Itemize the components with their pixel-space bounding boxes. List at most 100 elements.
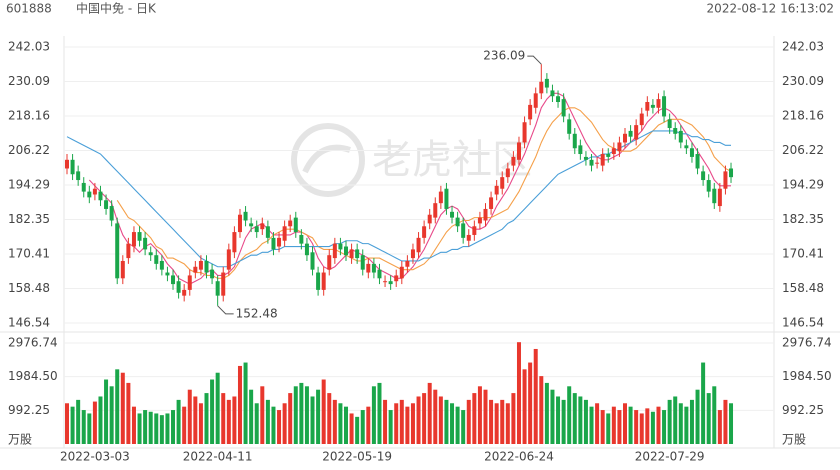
candle-body bbox=[187, 275, 192, 290]
volume-bar bbox=[310, 396, 315, 444]
candle-body bbox=[662, 96, 667, 117]
volume-bar bbox=[120, 372, 125, 444]
stock-code: 601888 bbox=[6, 2, 52, 16]
volume-bar bbox=[249, 389, 254, 444]
y-tick-label-right: 170.41 bbox=[782, 247, 824, 261]
candle-body bbox=[366, 263, 371, 273]
candle-body bbox=[299, 234, 304, 244]
volume-bar bbox=[65, 403, 69, 444]
candle-body bbox=[695, 154, 700, 169]
volume-bar bbox=[723, 399, 728, 444]
candle-body bbox=[271, 237, 276, 250]
volume-bar bbox=[288, 393, 293, 444]
candle-body bbox=[344, 246, 348, 256]
candle-body bbox=[65, 159, 69, 169]
candle-body bbox=[282, 226, 287, 241]
volume-bar bbox=[717, 410, 722, 444]
candle-body bbox=[316, 272, 321, 290]
candle-body bbox=[76, 171, 81, 181]
volume-bar bbox=[539, 376, 544, 444]
volume-bar bbox=[131, 406, 136, 444]
candle-body bbox=[667, 119, 672, 129]
volume-bar bbox=[572, 393, 577, 444]
high-leader bbox=[527, 55, 542, 65]
volume-bar bbox=[450, 403, 455, 444]
y-tick-label-right: 218.16 bbox=[782, 108, 824, 122]
candle-body bbox=[104, 200, 109, 209]
candle-body bbox=[70, 159, 75, 175]
candle-body bbox=[511, 156, 516, 166]
candle-body bbox=[650, 104, 655, 108]
y-tick-label-left: 182.35 bbox=[8, 212, 50, 226]
volume-bar bbox=[193, 396, 198, 444]
watermark: 老虎社区 bbox=[291, 123, 532, 197]
volume-bar bbox=[550, 389, 555, 444]
volume-bar bbox=[204, 393, 209, 444]
candle-body bbox=[87, 191, 92, 198]
volume-bar bbox=[371, 386, 376, 444]
volume-bar bbox=[667, 399, 672, 444]
y-tick-label-left: 146.54 bbox=[8, 316, 50, 330]
volume-bar bbox=[254, 403, 259, 444]
volume-bar bbox=[226, 399, 231, 444]
volume-bar bbox=[673, 396, 678, 444]
volume-bar bbox=[327, 393, 332, 444]
candle-body bbox=[232, 232, 237, 253]
candle-body bbox=[355, 249, 360, 259]
volume-bar bbox=[712, 386, 717, 444]
volume-tick-label-left: 2976.74 bbox=[8, 335, 58, 349]
y-tick-label-right: 158.48 bbox=[782, 281, 824, 295]
candle-body bbox=[349, 249, 354, 259]
candle-body bbox=[265, 226, 270, 238]
y-tick-label-left: 242.03 bbox=[8, 40, 50, 54]
volume-bar bbox=[260, 386, 265, 444]
volume-bar bbox=[544, 382, 549, 444]
candle-body bbox=[126, 243, 131, 259]
watermark-text: 老虎社区 bbox=[372, 137, 532, 183]
ma-line bbox=[116, 107, 732, 279]
volume-bar bbox=[528, 362, 533, 444]
volume-bar bbox=[277, 410, 282, 444]
candle-body bbox=[706, 180, 711, 192]
candle-body bbox=[472, 226, 477, 235]
candle-body bbox=[410, 249, 415, 259]
volume-bar bbox=[410, 403, 415, 444]
volume-bar bbox=[210, 379, 215, 444]
volume-bar bbox=[366, 406, 371, 444]
candle-body bbox=[388, 281, 393, 285]
candle-body bbox=[394, 275, 399, 282]
candle-body bbox=[623, 133, 627, 143]
y-tick-label-right: 194.29 bbox=[782, 177, 824, 191]
candle-body bbox=[260, 223, 265, 230]
candle-body bbox=[332, 243, 337, 259]
candle-body bbox=[277, 237, 282, 247]
volume-bar bbox=[600, 410, 605, 444]
candle-body bbox=[701, 171, 706, 181]
volume-bar bbox=[349, 413, 354, 444]
volume-bar bbox=[332, 399, 337, 444]
candle-body bbox=[193, 266, 198, 273]
volume-bar bbox=[606, 413, 611, 444]
candle-body bbox=[611, 148, 616, 155]
volume-bar bbox=[187, 389, 192, 444]
volume-bar bbox=[645, 408, 650, 444]
volume-tick-label-left: 1984.50 bbox=[8, 369, 58, 383]
volume-bar bbox=[583, 399, 588, 444]
volume-bar bbox=[165, 413, 170, 444]
volume-tick-label-left: 992.25 bbox=[8, 403, 50, 417]
volume-bar bbox=[438, 396, 443, 444]
x-tick-label: 2022-04-11 bbox=[183, 450, 253, 464]
volume-bar bbox=[489, 399, 494, 444]
volume-bar bbox=[561, 399, 566, 444]
volume-bar bbox=[422, 393, 427, 444]
volume-bar bbox=[405, 406, 410, 444]
volume-bar bbox=[92, 401, 97, 444]
candle-body bbox=[321, 272, 326, 290]
y-tick-label-left: 230.09 bbox=[8, 74, 50, 88]
candle-body bbox=[171, 275, 176, 285]
candle-body bbox=[544, 78, 549, 88]
volume-bar bbox=[338, 403, 343, 444]
candle-body bbox=[215, 281, 220, 296]
volume-bar bbox=[76, 399, 81, 444]
